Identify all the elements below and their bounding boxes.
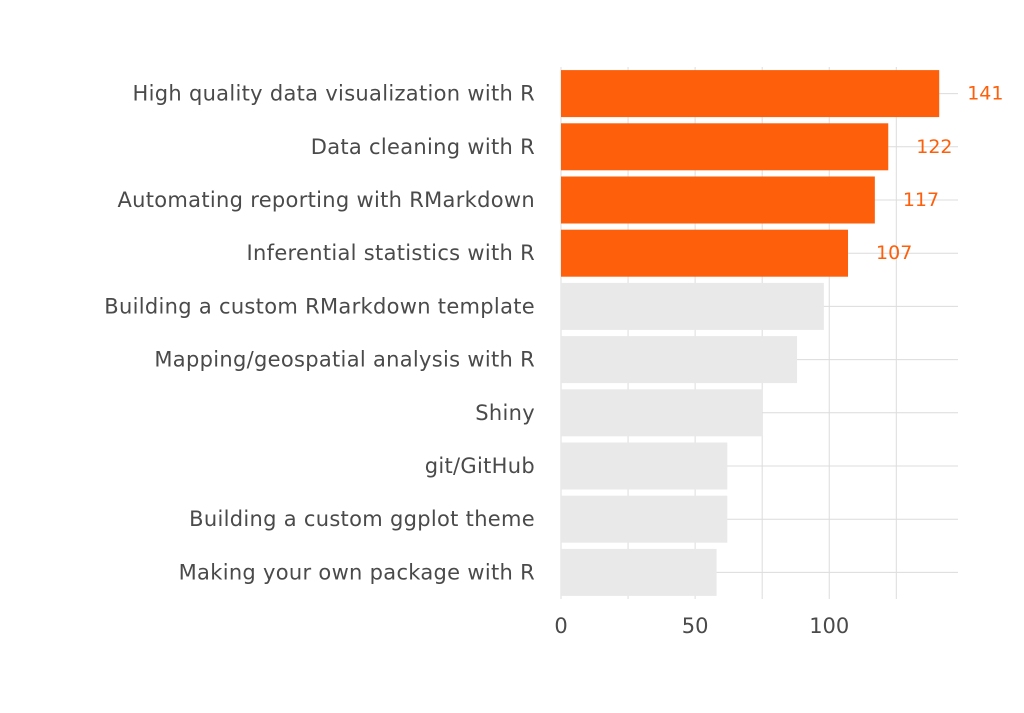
category-label: Automating reporting with RMarkdown [117,188,535,212]
data-label: 141 [967,83,1003,105]
x-tick-label: 0 [554,614,567,638]
bar [561,548,717,596]
x-tick-label: 50 [682,614,709,638]
category-label: Data cleaning with R [311,135,535,159]
bar [561,229,849,277]
data-label: 122 [916,136,952,158]
bar [561,495,728,543]
category-labels: High quality data visualization with R Da… [104,82,536,585]
x-axis-ticks: 0 50 100 [554,614,849,638]
category-label: Shiny [475,401,535,425]
bar [561,123,889,171]
category-label: Building a custom RMarkdown template [104,294,535,318]
data-label: 107 [876,242,912,264]
category-label: Making your own package with R [179,560,535,584]
x-tick-label: 100 [809,614,849,638]
data-label: 117 [903,189,939,211]
bar [561,282,824,330]
bar [561,442,728,490]
category-label: Mapping/geospatial analysis with R [154,348,535,372]
bar [561,70,940,118]
bar [561,389,763,437]
category-label: Inferential statistics with R [247,241,535,265]
category-label: git/GitHub [425,454,535,478]
bar [561,176,875,224]
category-label: High quality data visualization with R [133,82,536,106]
data-labels: 141 122 117 107 [876,83,1003,265]
category-label: Building a custom ggplot theme [189,507,535,531]
bars-layer [561,70,940,596]
bar [561,336,798,384]
